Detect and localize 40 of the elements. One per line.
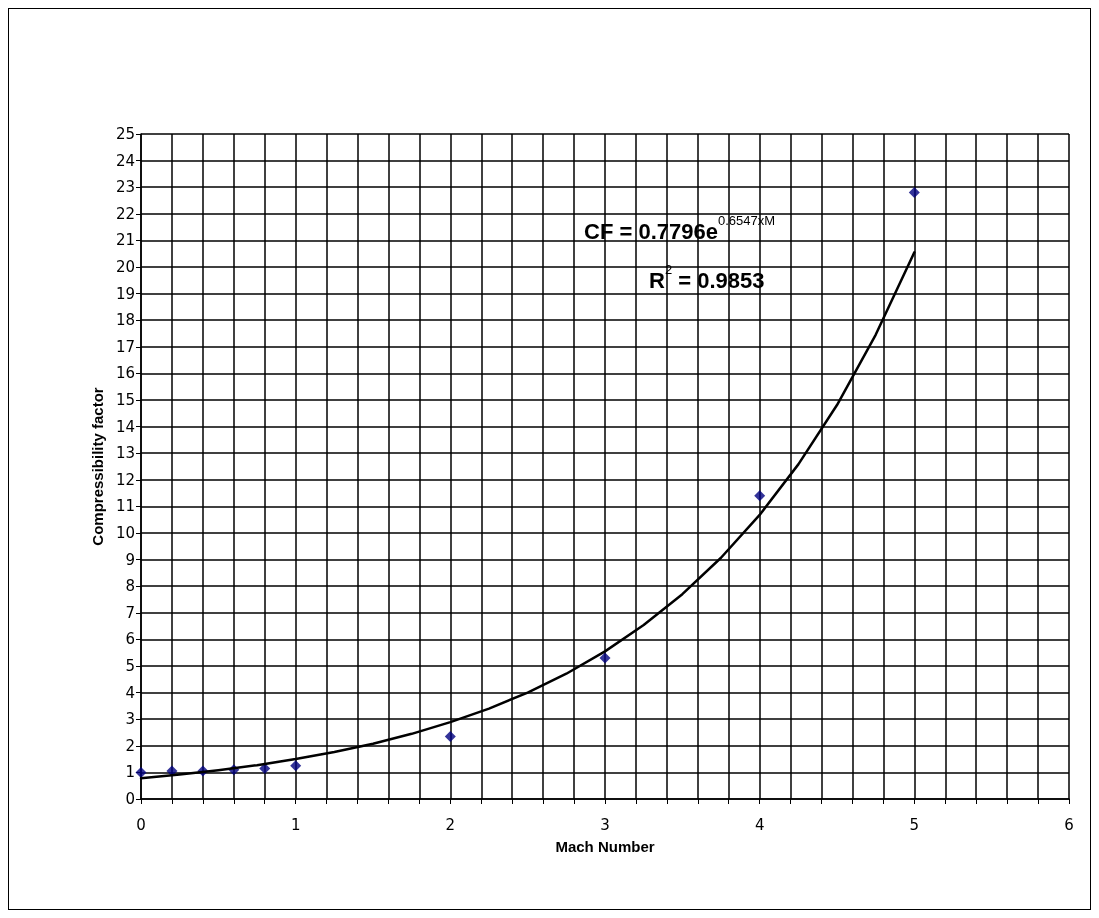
y-tick-label: 13 xyxy=(115,444,135,463)
y-tick-label: 19 xyxy=(115,284,135,303)
x-tick-label: 2 xyxy=(445,815,456,834)
y-tick-label: 23 xyxy=(115,178,135,197)
y-tick-label: 12 xyxy=(115,470,135,489)
y-tick-label: 9 xyxy=(125,550,135,569)
x-tick-label: 4 xyxy=(754,815,765,834)
y-tick-label: 16 xyxy=(115,364,135,383)
y-tick-label: 2 xyxy=(125,736,135,755)
y-tick-label: 4 xyxy=(125,683,135,702)
y-tick-label: 5 xyxy=(125,657,135,675)
point xyxy=(599,652,611,664)
y-tick-label: 1 xyxy=(125,763,135,782)
y-tick-label: 17 xyxy=(115,337,135,356)
x-tick-label: 5 xyxy=(909,815,920,834)
y-axis-title: Compressibility factor xyxy=(89,387,107,546)
y-tick-label: 25 xyxy=(115,125,135,143)
y-tick-label: 3 xyxy=(125,710,135,729)
y-tick-label: 7 xyxy=(125,603,135,622)
y-tick-label: 8 xyxy=(125,577,135,596)
point xyxy=(135,766,147,778)
y-tick-label: 15 xyxy=(115,391,135,409)
x-axis-title: Mach Number xyxy=(555,838,655,855)
y-tick-label: 0 xyxy=(125,790,135,808)
y-tick-label: 14 xyxy=(115,417,135,436)
y-tick-label: 11 xyxy=(115,497,135,516)
y-tick-label: 21 xyxy=(115,231,135,250)
x-tick-label: 1 xyxy=(290,815,301,834)
point xyxy=(290,760,302,772)
y-tick-label: 22 xyxy=(115,204,135,223)
point xyxy=(444,730,456,742)
y-tick-label: 24 xyxy=(115,151,135,170)
y-tick-label: 10 xyxy=(115,524,135,542)
x-tick-label: 3 xyxy=(600,815,610,834)
y-tick-label: 20 xyxy=(115,258,135,276)
point xyxy=(908,187,920,199)
y-tick-label: 6 xyxy=(125,630,135,649)
x-tick-label: 6 xyxy=(1064,815,1074,834)
point xyxy=(754,490,766,502)
y-tick-label: 18 xyxy=(115,311,135,330)
